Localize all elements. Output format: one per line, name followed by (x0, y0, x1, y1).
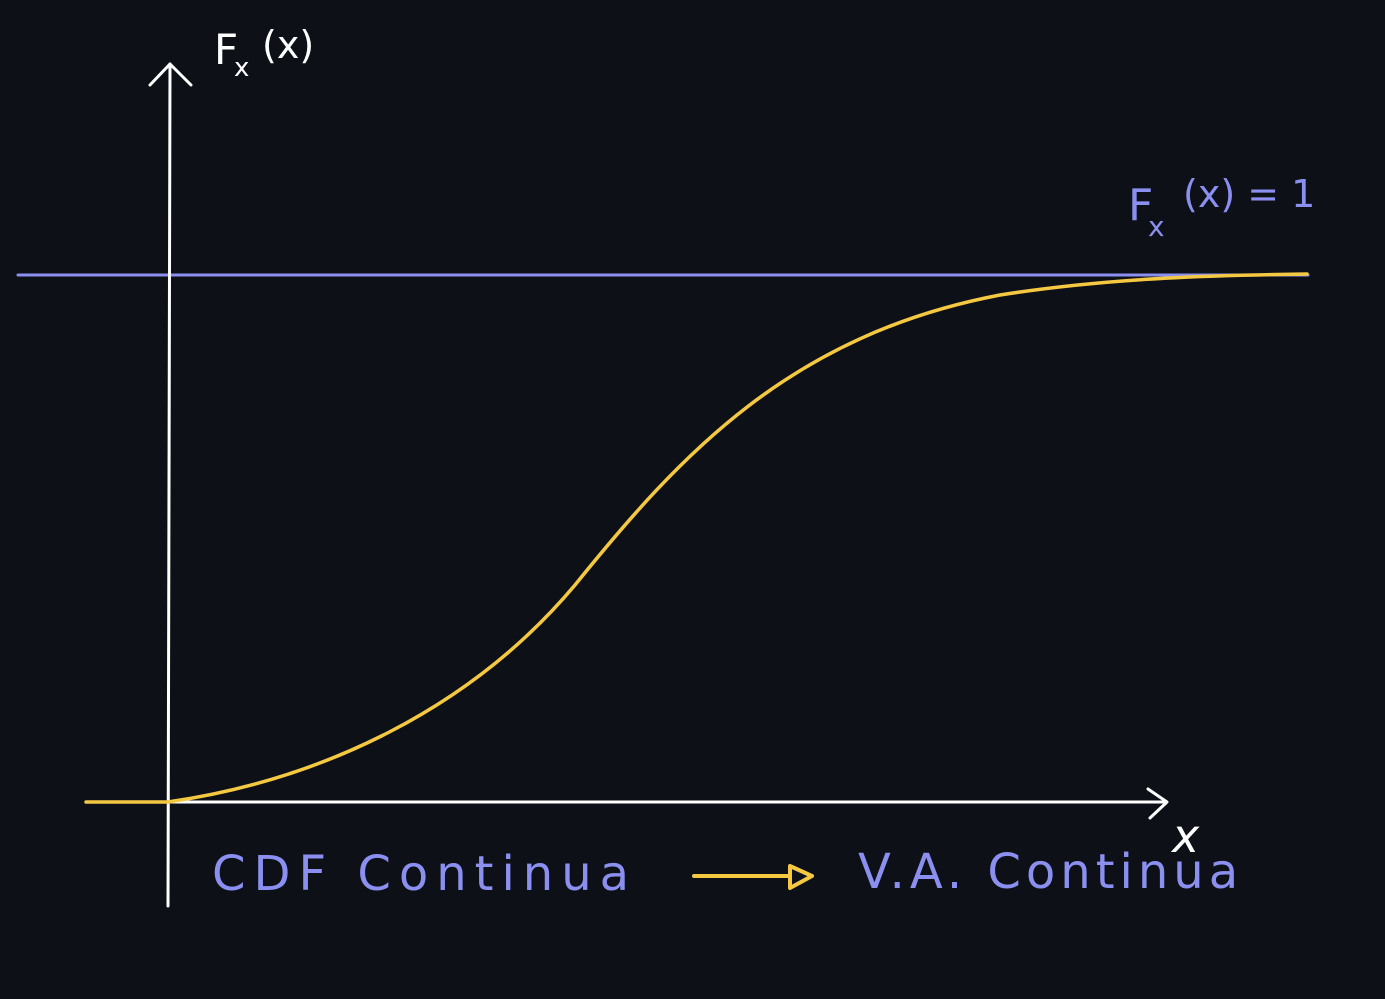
x-axis-label: x (1170, 809, 1200, 863)
caption-left: CDF Continua (212, 846, 637, 902)
limit-label-rest: (x) = 1 (1183, 172, 1315, 216)
limit-label-main: F (1128, 180, 1153, 231)
y-axis (166, 62, 172, 908)
y-axis-label-arg: (x) (262, 23, 314, 67)
limit-label-sub: x (1148, 210, 1165, 243)
y-axis-label-main: F (214, 25, 238, 74)
y-axis-label-sub: x (234, 53, 249, 83)
y-axis-arrowhead (148, 62, 193, 87)
cdf-curve (166, 272, 1309, 804)
caption-arrow-head (788, 864, 814, 890)
x-axis-arrowhead (1146, 787, 1169, 820)
caption-right: V.A. Continua (858, 844, 1243, 900)
